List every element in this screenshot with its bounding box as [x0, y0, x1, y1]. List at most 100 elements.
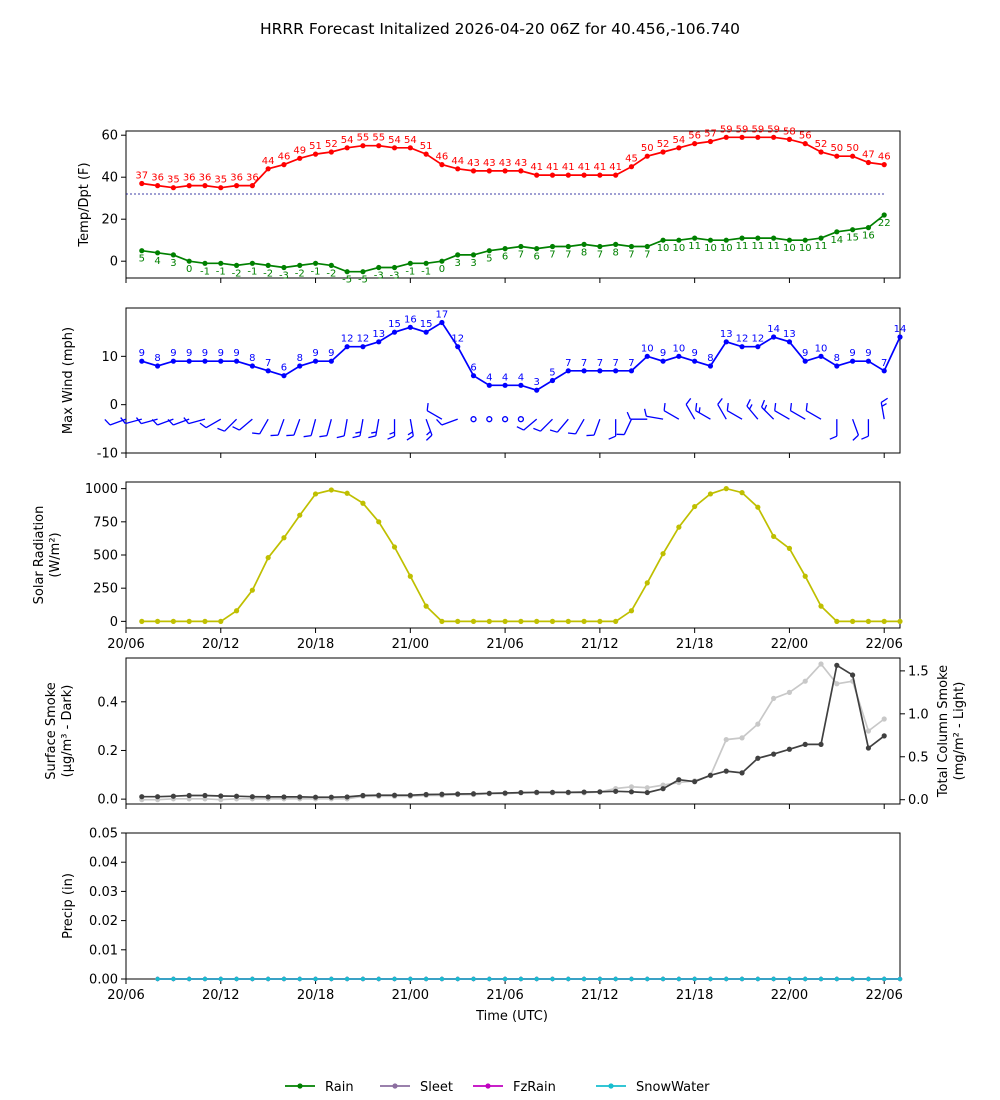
temperature-data-label: 59 [736, 124, 749, 135]
temperature-point [233, 183, 240, 189]
surface-smoke-point [771, 751, 777, 757]
solar-radiation-point [170, 618, 176, 624]
y-tick-label: 0.01 [89, 943, 118, 958]
max-wind-point [376, 339, 382, 345]
dewpoint-data-label: 10 [799, 243, 812, 254]
temperature-data-label: 51 [309, 141, 322, 152]
snowwater-point [771, 976, 776, 982]
column-smoke-point [786, 689, 793, 695]
temperature-data-label: 46 [278, 152, 291, 163]
wind-barb-flag [286, 434, 294, 437]
wind-barb-shaft [188, 418, 206, 425]
wind-barb [470, 416, 477, 423]
surface-smoke-line [141, 663, 885, 799]
surface-smoke-point [360, 792, 366, 799]
wind-barb [533, 418, 553, 432]
snowwater-point [850, 976, 855, 982]
dewpoint-point [597, 243, 603, 250]
max-wind-data-label: 9 [186, 348, 192, 359]
surface-smoke-point [660, 786, 666, 792]
wind-barb-flag [586, 434, 595, 437]
temperature-point [423, 151, 429, 157]
wind-barb-flag [774, 403, 777, 411]
y-tick-label: 40 [101, 171, 118, 186]
max-wind-data-label: 12 [341, 334, 354, 345]
column-smoke-point [818, 661, 824, 667]
wind-barb-shaft [761, 406, 775, 420]
snowwater-point [613, 976, 618, 982]
wind-barb-flag [183, 417, 190, 424]
solar-radiation-point [312, 491, 319, 497]
temperature-point [186, 183, 192, 189]
temperature-data-label: 41 [530, 162, 543, 173]
dewpoint-data-label: -1 [200, 266, 210, 277]
max-wind-point [692, 358, 698, 364]
max-wind-point [707, 363, 714, 369]
wind-barb [217, 418, 238, 432]
wind-barb-flag [567, 432, 576, 435]
dewpoint-data-label: 5 [139, 254, 145, 265]
wind-y-axis-label: Max Wind (mph) [61, 327, 76, 434]
wind-barb-shaft [726, 410, 743, 420]
legend-swatch-marker [608, 1083, 614, 1089]
wind-barb-shaft [409, 419, 414, 437]
wind-barb-flag [805, 403, 808, 411]
snowwater-point [629, 976, 634, 982]
snowwater-point [818, 976, 824, 982]
temperature-point [707, 138, 714, 145]
surface-smoke-point [850, 672, 856, 678]
dewpoint-point [802, 237, 808, 243]
surface-smoke-point [439, 791, 445, 797]
dewpoint-point [565, 243, 571, 250]
dewpoint-point [360, 269, 366, 275]
axis-label-line: (mg/m² - Light) [952, 682, 967, 781]
max-wind-point [549, 377, 556, 384]
column-smoke-point [834, 681, 840, 687]
temperature-data-label: 43 [483, 158, 496, 169]
wind-barb [549, 418, 569, 433]
temperature-point [565, 172, 571, 178]
temperature-data-label: 36 [199, 173, 212, 184]
y-tick-label: 0.05 [89, 827, 118, 842]
snowwater-point [597, 976, 603, 982]
y-tick-label: 60 [101, 129, 118, 144]
dewpoint-data-label: -2 [326, 268, 336, 279]
wind-barb [516, 418, 538, 431]
solar-radiation-point [628, 608, 635, 614]
dewpoint-point [233, 262, 240, 268]
solar-radiation-point [865, 618, 872, 624]
wind-barb [717, 397, 727, 420]
temperature-data-label: 41 [562, 162, 575, 173]
temperature-data-label: 41 [546, 162, 559, 173]
max-wind-point [897, 334, 903, 340]
surface-smoke-point [739, 770, 745, 776]
y-tick-label: 0 [110, 398, 118, 413]
snowwater-point [739, 976, 745, 982]
dewpoint-data-label: -3 [374, 271, 384, 282]
wind-barb-flag [789, 403, 793, 411]
surface-smoke-point [692, 779, 698, 785]
max-wind-point [186, 358, 192, 364]
solar-radiation-point [613, 618, 619, 624]
dewpoint-data-label: 7 [644, 250, 650, 261]
dewpoint-point [692, 235, 698, 241]
column-smoke-point [644, 785, 650, 791]
solar-radiation-point [139, 618, 145, 624]
surface-smoke-point [281, 794, 287, 800]
wind-barb [270, 418, 285, 437]
surface-smoke-point [265, 794, 271, 800]
dewpoint-data-label: -2 [232, 268, 242, 279]
surface-smoke-point [455, 791, 461, 797]
y-tick-label: 750 [93, 515, 118, 530]
temperature-data-label: 55 [357, 133, 370, 144]
dewpoint-data-label: 7 [597, 250, 603, 261]
solar-radiation-point [581, 618, 587, 624]
max-wind-point [755, 344, 761, 350]
max-wind-data-label: 9 [328, 348, 334, 359]
max-wind-point [518, 382, 524, 388]
temperature-point [376, 143, 382, 149]
wind-barb [861, 419, 870, 440]
column-smoke-point [865, 728, 872, 734]
surface-smoke-point [391, 792, 398, 798]
dewpoint-data-label: 0 [186, 264, 192, 275]
